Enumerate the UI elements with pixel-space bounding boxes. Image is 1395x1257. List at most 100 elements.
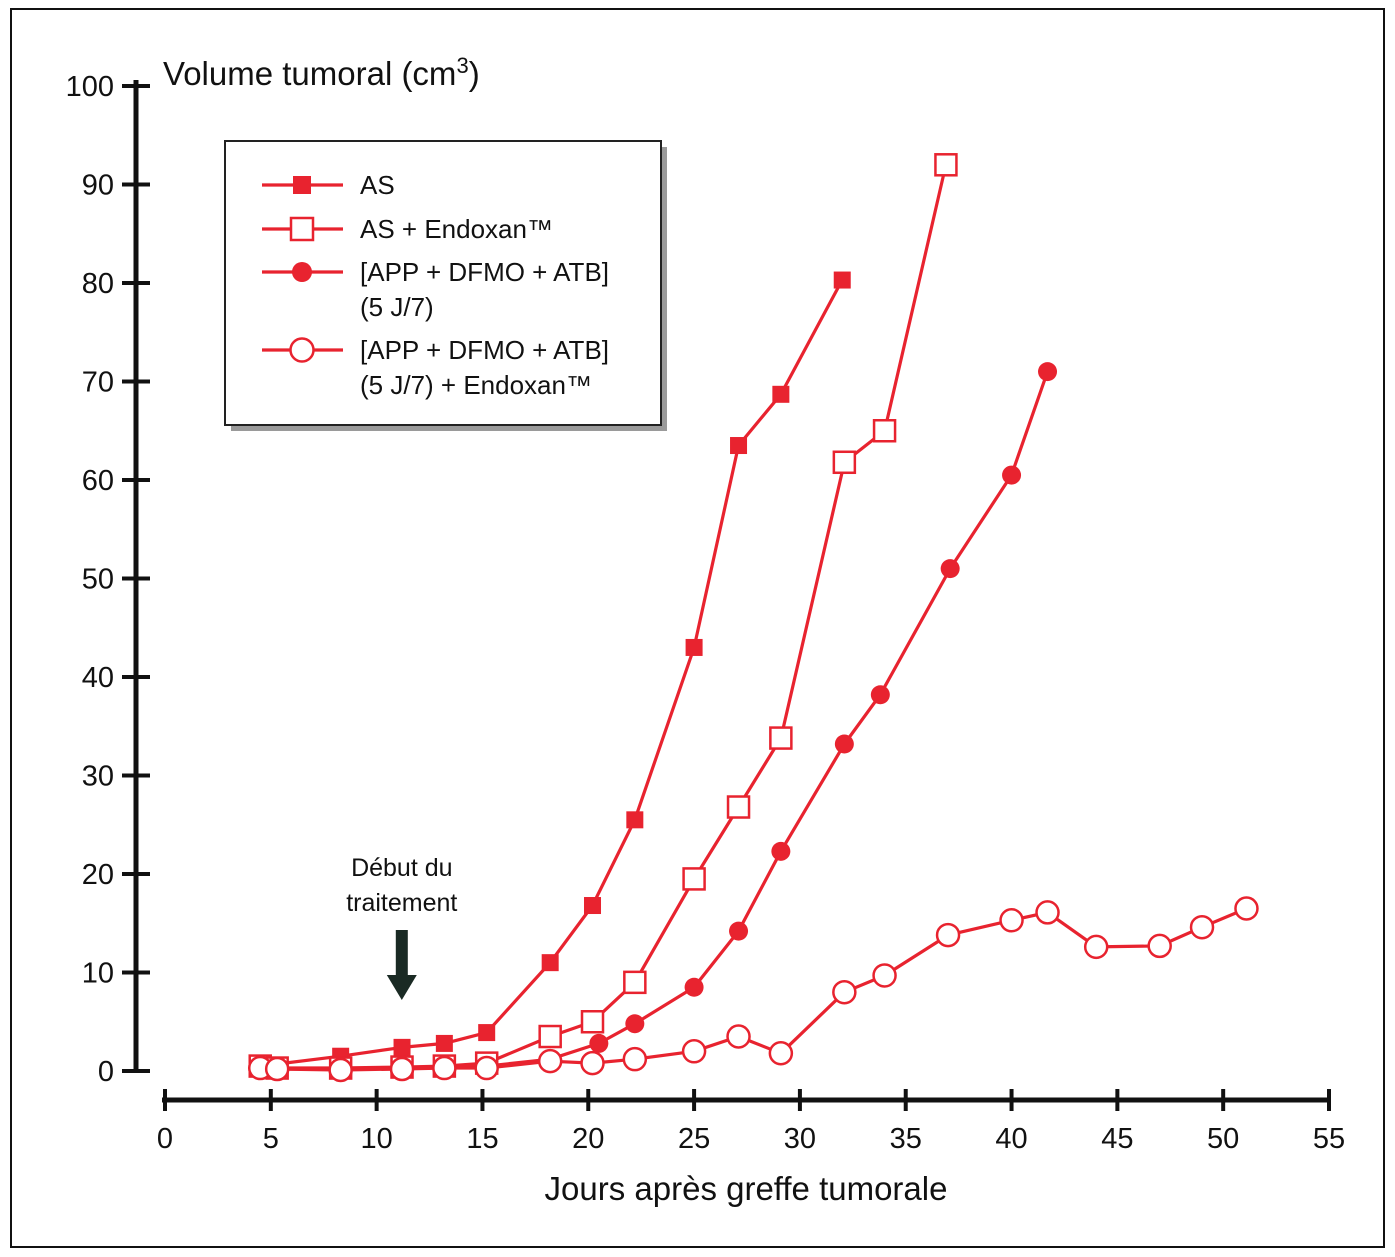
y-axis-title-close: ) bbox=[469, 55, 480, 92]
data-point-open-circle bbox=[1189, 914, 1215, 940]
data-point-filled-square bbox=[293, 176, 311, 194]
x-tick-label: 5 bbox=[263, 1123, 279, 1155]
data-point-open-square bbox=[726, 795, 751, 819]
legend-label: (5 J/7) bbox=[360, 292, 434, 322]
x-tick-label: 10 bbox=[361, 1123, 393, 1155]
y-tick-label: 60 bbox=[82, 465, 114, 497]
data-point-filled-square bbox=[685, 638, 703, 656]
y-axis-ticks: 0 10 20 30 40 50 60 70 80 90 100 bbox=[66, 71, 150, 1088]
data-point-open-square bbox=[289, 216, 315, 242]
x-tick-label: 45 bbox=[1101, 1123, 1133, 1155]
data-point-filled-square bbox=[626, 811, 644, 829]
data-point-filled-circle bbox=[834, 734, 854, 754]
data-point-filled-circle bbox=[729, 921, 749, 941]
y-tick-label: 100 bbox=[66, 71, 114, 103]
data-point-open-circle bbox=[1035, 900, 1060, 925]
legend: AS AS + Endoxan™ [APP + DFMO + ATB] (5 J/7)… bbox=[224, 140, 667, 431]
x-tick-label: 55 bbox=[1313, 1123, 1345, 1155]
x-tick-label: 30 bbox=[784, 1123, 816, 1155]
data-point-filled-square bbox=[833, 271, 851, 289]
data-point-filled-square bbox=[393, 1038, 411, 1056]
data-point-filled-circle bbox=[771, 841, 791, 861]
data-point-open-circle bbox=[289, 337, 315, 363]
data-point-filled-circle bbox=[589, 1033, 609, 1053]
data-point-open-circle bbox=[580, 1050, 605, 1076]
data-point-filled-square bbox=[478, 1024, 496, 1042]
y-tick-label: 20 bbox=[82, 859, 114, 891]
data-point-open-circle bbox=[537, 1048, 563, 1074]
annotation-line-2: traitement bbox=[346, 889, 457, 917]
data-point-open-circle bbox=[328, 1057, 353, 1083]
data-point-filled-square bbox=[584, 897, 602, 915]
legend-label: (5 J/7) + Endoxan™ bbox=[360, 370, 592, 400]
y-tick-label: 70 bbox=[82, 367, 114, 399]
data-point-open-circle bbox=[264, 1056, 290, 1082]
data-point-open-circle bbox=[432, 1055, 457, 1081]
data-point-open-circle bbox=[389, 1056, 415, 1082]
x-axis-title: Jours après greffe tumorale bbox=[545, 1170, 948, 1207]
data-point-filled-circle bbox=[1038, 362, 1058, 382]
data-point-open-circle bbox=[726, 1024, 751, 1049]
series-line bbox=[260, 279, 844, 1068]
y-tick-label: 40 bbox=[82, 662, 114, 694]
data-point-open-square bbox=[832, 450, 857, 475]
data-point-filled-square bbox=[730, 437, 748, 455]
data-point-open-circle bbox=[768, 1041, 794, 1066]
data-point-open-square bbox=[580, 1010, 605, 1034]
legend-label: AS bbox=[360, 170, 395, 200]
y-tick-label: 50 bbox=[82, 564, 114, 596]
y-axis-title: Volume tumoral (cm3) bbox=[163, 53, 480, 92]
down-arrow-icon bbox=[386, 930, 417, 1000]
x-tick-label: 50 bbox=[1207, 1123, 1239, 1155]
data-point-open-square bbox=[623, 970, 647, 995]
data-point-filled-square bbox=[541, 954, 559, 972]
y-tick-label: 80 bbox=[82, 268, 114, 300]
x-tick-label: 25 bbox=[678, 1123, 710, 1155]
y-tick-label: 0 bbox=[98, 1056, 114, 1088]
data-point-open-circle bbox=[622, 1046, 648, 1072]
legend-label: [APP + DFMO + ATB] bbox=[360, 257, 609, 287]
legend-label: AS + Endoxan™ bbox=[360, 214, 553, 244]
x-tick-label: 15 bbox=[466, 1123, 498, 1155]
y-tick-label: 30 bbox=[82, 761, 114, 793]
data-point-open-circle bbox=[832, 979, 857, 1005]
x-tick-label: 20 bbox=[572, 1123, 604, 1155]
series-3 bbox=[247, 896, 1259, 1083]
data-point-open-circle bbox=[1083, 934, 1109, 960]
legend-label: [APP + DFMO + ATB] bbox=[360, 335, 609, 365]
x-tick-label: 40 bbox=[995, 1123, 1027, 1155]
data-point-open-square bbox=[538, 1024, 562, 1049]
y-tick-label: 10 bbox=[82, 958, 114, 990]
legend-item: [APP + DFMO + ATB] (5 J/7) + Endoxan™ bbox=[262, 335, 609, 400]
data-point-open-circle bbox=[1147, 933, 1172, 959]
data-point-open-circle bbox=[935, 922, 961, 948]
series-2 bbox=[250, 362, 1058, 1079]
data-point-filled-circle bbox=[625, 1014, 645, 1034]
annotation-line-1: Début du bbox=[351, 854, 452, 882]
legend-items: AS AS + Endoxan™ [APP + DFMO + ATB] (5 J/7)… bbox=[262, 170, 609, 400]
data-point-filled-circle bbox=[292, 262, 312, 282]
data-point-open-circle bbox=[872, 963, 897, 988]
data-point-filled-square bbox=[772, 385, 790, 403]
x-tick-label: 0 bbox=[157, 1123, 173, 1155]
y-axis-title-superscript: 3 bbox=[456, 53, 468, 78]
legend-item: AS bbox=[262, 170, 395, 200]
data-point-filled-circle bbox=[940, 559, 960, 579]
legend-item: AS + Endoxan™ bbox=[262, 214, 553, 244]
data-point-open-square bbox=[934, 153, 958, 177]
series-layer bbox=[247, 153, 1259, 1083]
data-point-open-square bbox=[872, 419, 897, 443]
data-point-open-circle bbox=[474, 1055, 499, 1081]
data-point-filled-circle bbox=[1002, 465, 1022, 485]
data-point-open-square bbox=[682, 867, 706, 891]
data-point-open-circle bbox=[999, 908, 1024, 933]
data-point-filled-circle bbox=[684, 977, 704, 997]
x-tick-label: 35 bbox=[890, 1123, 922, 1155]
data-point-open-circle bbox=[681, 1039, 707, 1064]
x-axis-ticks: 0 5 10 15 20 25 30 35 40 45 50 55 bbox=[157, 1089, 1345, 1155]
data-point-filled-square bbox=[435, 1034, 453, 1052]
series-line bbox=[260, 371, 1050, 1071]
y-tick-label: 90 bbox=[82, 170, 114, 202]
legend-item: [APP + DFMO + ATB] (5 J/7) bbox=[262, 257, 609, 322]
